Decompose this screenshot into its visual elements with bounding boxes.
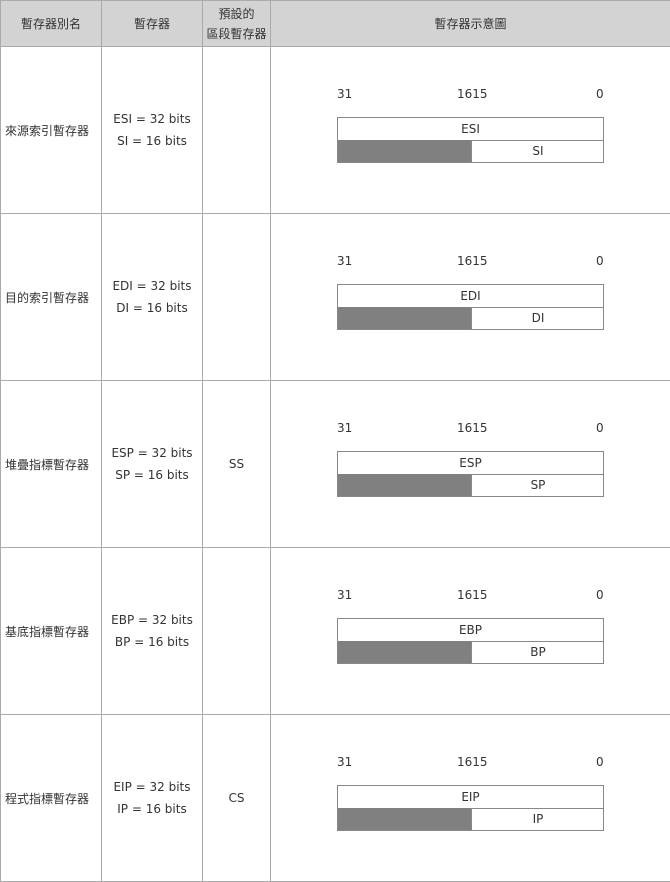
register-16bit: SI = 16 bits — [117, 134, 187, 148]
register-32bit-box: EDI — [337, 284, 604, 308]
register-32bit-box: ESP — [337, 451, 604, 475]
header-alias: 暫存器別名 — [1, 1, 102, 47]
register-alias: 基底指標暫存器 — [1, 548, 102, 715]
register-32bit: EIP = 32 bits — [113, 780, 190, 794]
register-16bit-row: BP — [337, 641, 604, 664]
bit-label-1615: 1615 — [457, 254, 488, 268]
table-row: 基底指標暫存器 EBP = 32 bits BP = 16 bits 31 161… — [1, 548, 670, 715]
register-sizes: EBP = 32 bits BP = 16 bits — [102, 548, 203, 715]
register-diagram: 31 1615 0 ESI SI — [271, 47, 670, 214]
register-16bit: BP = 16 bits — [115, 635, 189, 649]
register-sizes: ESP = 32 bits SP = 16 bits — [102, 381, 203, 548]
register-16bit-box: BP — [471, 641, 604, 663]
register-32bit: EBP = 32 bits — [111, 613, 193, 627]
bit-label-0: 0 — [596, 87, 604, 101]
bit-label-0: 0 — [596, 254, 604, 268]
bit-label-0: 0 — [596, 421, 604, 435]
register-32bit-box: EBP — [337, 618, 604, 642]
register-diagram: 31 1615 0 EIP IP — [271, 715, 670, 882]
default-segment — [203, 214, 271, 381]
bit-label-31: 31 — [337, 87, 352, 101]
bit-label-0: 0 — [596, 755, 604, 769]
register-alias: 目的索引暫存器 — [1, 214, 102, 381]
register-sizes: EDI = 32 bits DI = 16 bits — [102, 214, 203, 381]
register-16bit-box: SP — [471, 474, 604, 496]
upper-16bit-shaded — [338, 474, 471, 496]
register-32bit: EDI = 32 bits — [112, 279, 191, 293]
header-default-segment-line1: 預設的 — [218, 7, 254, 21]
register-16bit-box: IP — [471, 808, 604, 830]
bit-label-1615: 1615 — [457, 87, 488, 101]
register-diagram: 31 1615 0 EBP BP — [271, 548, 670, 715]
register-32bit-box: ESI — [337, 117, 604, 141]
upper-16bit-shaded — [338, 140, 471, 162]
register-32bit-box: EIP — [337, 785, 604, 809]
table-row: 來源索引暫存器 ESI = 32 bits SI = 16 bits 31 161… — [1, 47, 670, 214]
register-diagram: 31 1615 0 ESP SP — [271, 381, 670, 548]
register-alias: 程式指標暫存器 — [1, 715, 102, 882]
bit-label-1615: 1615 — [457, 755, 488, 769]
header-default-segment-line2: 區段暫存器 — [206, 27, 266, 41]
upper-16bit-shaded — [338, 641, 471, 663]
bit-label-31: 31 — [337, 254, 352, 268]
register-sizes: ESI = 32 bits SI = 16 bits — [102, 47, 203, 214]
register-16bit-row: IP — [337, 808, 604, 831]
bit-label-0: 0 — [596, 588, 604, 602]
register-16bit-box: DI — [471, 307, 604, 329]
bit-label-31: 31 — [337, 588, 352, 602]
default-segment — [203, 47, 271, 214]
register-16bit-box: SI — [471, 140, 604, 162]
header-register: 暫存器 — [102, 1, 203, 47]
table-row: 堆疊指標暫存器 ESP = 32 bits SP = 16 bits SS 31 … — [1, 381, 670, 548]
register-diagram: 31 1615 0 EDI DI — [271, 214, 670, 381]
bit-label-31: 31 — [337, 421, 352, 435]
table-row: 目的索引暫存器 EDI = 32 bits DI = 16 bits 31 161… — [1, 214, 670, 381]
header-diagram: 暫存器示意圖 — [271, 1, 670, 47]
default-segment: CS — [203, 715, 271, 882]
table-row: 程式指標暫存器 EIP = 32 bits IP = 16 bits CS 31 … — [1, 715, 670, 882]
register-16bit: DI = 16 bits — [116, 301, 187, 315]
register-16bit-row: SI — [337, 140, 604, 163]
register-16bit: SP = 16 bits — [115, 468, 189, 482]
header-default-segment: 預設的區段暫存器 — [203, 1, 271, 47]
register-sizes: EIP = 32 bits IP = 16 bits — [102, 715, 203, 882]
bit-label-1615: 1615 — [457, 421, 488, 435]
default-segment — [203, 548, 271, 715]
register-alias: 來源索引暫存器 — [1, 47, 102, 214]
upper-16bit-shaded — [338, 808, 471, 830]
default-segment: SS — [203, 381, 271, 548]
register-32bit: ESP = 32 bits — [111, 446, 192, 460]
register-16bit-row: DI — [337, 307, 604, 330]
register-16bit: IP = 16 bits — [117, 802, 186, 816]
register-16bit-row: SP — [337, 474, 604, 497]
upper-16bit-shaded — [338, 307, 471, 329]
register-alias: 堆疊指標暫存器 — [1, 381, 102, 548]
register-32bit: ESI = 32 bits — [113, 112, 190, 126]
bit-label-31: 31 — [337, 755, 352, 769]
header-row: 暫存器別名 暫存器 預設的區段暫存器 暫存器示意圖 — [1, 1, 670, 47]
bit-label-1615: 1615 — [457, 588, 488, 602]
